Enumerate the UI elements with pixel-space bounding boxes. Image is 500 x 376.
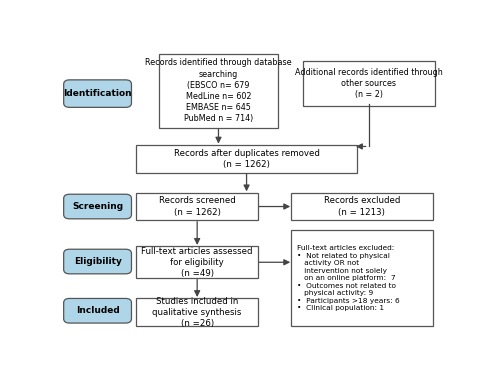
Text: Full-text articles excluded:
•  Not related to physical
   activity OR not
   in: Full-text articles excluded: • Not relat… [297,245,400,311]
FancyBboxPatch shape [136,246,258,278]
Text: Included: Included [76,306,120,315]
FancyBboxPatch shape [303,61,434,106]
FancyBboxPatch shape [136,193,258,220]
Text: Records identified through database
searching
(EBSCO n= 679
MedLine n= 602
EMBAS: Records identified through database sear… [145,59,292,123]
FancyBboxPatch shape [64,299,132,323]
Text: Full-text articles assessed
for eligibility
(n =49): Full-text articles assessed for eligibil… [142,247,253,278]
Text: Screening: Screening [72,202,123,211]
FancyBboxPatch shape [160,54,278,127]
FancyBboxPatch shape [64,80,132,108]
FancyBboxPatch shape [291,230,432,326]
Text: Records excluded
(n = 1213): Records excluded (n = 1213) [324,197,400,217]
Text: Records screened
(n = 1262): Records screened (n = 1262) [159,197,236,217]
Text: Additional records identified through
other sources
(n = 2): Additional records identified through ot… [295,68,442,99]
Text: Eligibility: Eligibility [74,257,122,266]
FancyBboxPatch shape [136,145,357,173]
Text: Studies included in
qualitative synthesis
(n =26): Studies included in qualitative synthesi… [152,297,242,328]
FancyBboxPatch shape [64,194,132,219]
FancyBboxPatch shape [64,249,132,274]
FancyBboxPatch shape [291,193,432,220]
Text: Records after duplicates removed
(n = 1262): Records after duplicates removed (n = 12… [174,149,320,169]
FancyBboxPatch shape [136,299,258,326]
Text: Identification: Identification [64,89,132,98]
